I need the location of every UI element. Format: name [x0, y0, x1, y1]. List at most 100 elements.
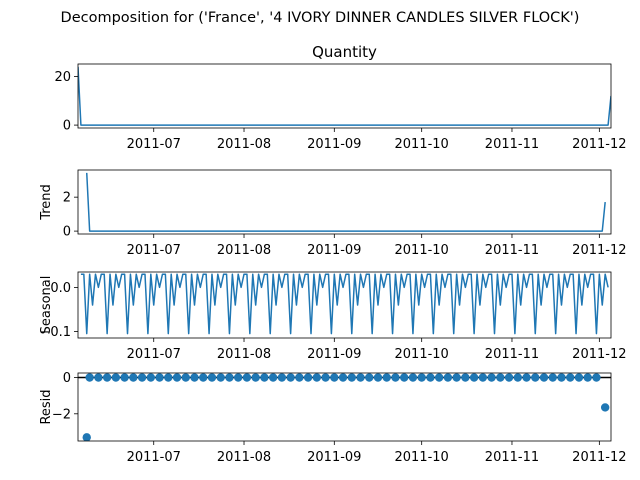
resid-point [216, 373, 225, 382]
resid-point [295, 373, 304, 382]
axes-frame [77, 169, 612, 235]
resid-point [539, 373, 549, 382]
resid-point [155, 373, 164, 382]
x-tick-label: 2011-12 [572, 450, 626, 465]
x-tick-label: 2011-08 [217, 137, 271, 152]
resid-point [338, 373, 348, 382]
seasonal-line [80, 273, 609, 335]
x-tick-label: 2011-10 [395, 137, 449, 152]
resid-point [574, 373, 584, 382]
resid-point [242, 373, 252, 382]
y-tick-label: 0 [63, 119, 71, 134]
axes-frame [77, 63, 612, 129]
resid-point [382, 373, 391, 382]
resid-point [592, 373, 601, 382]
y-tick-label: 0 [63, 225, 71, 240]
chart-suptitle: Decomposition for ('France', '4 IVORY DI… [61, 10, 580, 26]
resid-point [391, 373, 400, 382]
resid-point [330, 373, 339, 382]
x-tick-label: 2011-12 [572, 243, 626, 258]
x-tick-label: 2011-09 [307, 450, 361, 465]
resid-point [137, 373, 147, 382]
resid-point [251, 373, 260, 382]
y-axis-label: Seasonal [39, 276, 54, 335]
resid-point [321, 373, 330, 382]
resid-point [312, 373, 322, 382]
resid-point [347, 373, 356, 382]
resid-point [531, 373, 540, 382]
resid-point [260, 373, 269, 382]
x-tick-label: 2011-08 [217, 243, 271, 258]
resid-point [129, 373, 138, 382]
resid-point [181, 373, 190, 382]
resid-point [600, 403, 610, 412]
resid-point [557, 373, 566, 382]
x-tick-label: 2011-07 [127, 243, 181, 258]
panel-1: Quantity 0 20 2011-07 2011-08 2011-09 2011-10 2… [54, 43, 626, 152]
resid-point [82, 433, 91, 441]
resid-point [164, 373, 173, 382]
resid-point [120, 373, 129, 382]
plot-area [85, 172, 606, 232]
resid-point [277, 373, 287, 382]
resid-point [434, 373, 444, 382]
x-tick-label: 2011-09 [307, 137, 361, 152]
resid-point [400, 373, 409, 382]
plot-area [80, 273, 609, 335]
resid-point [513, 373, 522, 382]
x-tick-label: 2011-10 [395, 450, 449, 465]
resid-point [417, 373, 426, 382]
x-tick-label: 2011-11 [485, 137, 539, 152]
resid-point [373, 373, 383, 382]
x-tick-label: 2011-12 [572, 347, 626, 362]
axes-frame [77, 372, 612, 442]
x-tick-label: 2011-11 [485, 243, 539, 258]
resid-point [583, 373, 592, 382]
resid-point [487, 373, 496, 382]
y-axis-label: Trend [39, 184, 54, 221]
resid-point [566, 373, 575, 382]
resid-point [94, 373, 103, 382]
x-tick-label: 2011-08 [217, 347, 271, 362]
resid-point [146, 373, 156, 382]
resid-point [478, 373, 488, 382]
y-tick-label: −0.1 [39, 325, 71, 340]
resid-point [426, 373, 435, 382]
panel-title: Quantity [312, 43, 377, 61]
resid-point [496, 373, 505, 382]
resid-point [408, 373, 418, 382]
y-tick-label: 0 [63, 371, 71, 386]
x-tick-label: 2011-07 [127, 347, 181, 362]
x-tick-label: 2011-09 [307, 347, 361, 362]
resid-point [172, 373, 182, 382]
plot-area [78, 373, 611, 441]
series-line [85, 172, 606, 232]
y-tick-label: −2 [52, 407, 71, 422]
y-tick-label: 0.0 [50, 281, 71, 296]
resid-point [268, 373, 278, 382]
x-tick-label: 2011-09 [307, 243, 361, 258]
resid-point [111, 373, 121, 382]
y-tick-label: 20 [54, 70, 71, 85]
resid-point [233, 373, 243, 382]
resid-point [365, 373, 374, 382]
resid-point [522, 373, 531, 382]
resid-point [452, 373, 461, 382]
resid-point [469, 373, 479, 382]
resid-point [207, 373, 217, 382]
x-tick-label: 2011-10 [395, 243, 449, 258]
resid-point [356, 373, 365, 382]
resid-point [461, 373, 470, 382]
x-tick-label: 2011-07 [127, 137, 181, 152]
x-tick-label: 2011-11 [485, 450, 539, 465]
y-tick-label: 2 [63, 191, 71, 206]
resid-point [504, 373, 514, 382]
y-axis-label: Resid [39, 389, 54, 424]
panel-2: Trend 0 2 2011-07 2011-08 2011-09 2011-10 2011-… [39, 169, 627, 258]
x-tick-label: 2011-08 [217, 450, 271, 465]
x-tick-label: 2011-07 [127, 450, 181, 465]
x-tick-label: 2011-10 [395, 347, 449, 362]
panel-4: Resid 0 −2 2011-07 2011-08 2011-09 2011-10 2011… [39, 371, 627, 465]
